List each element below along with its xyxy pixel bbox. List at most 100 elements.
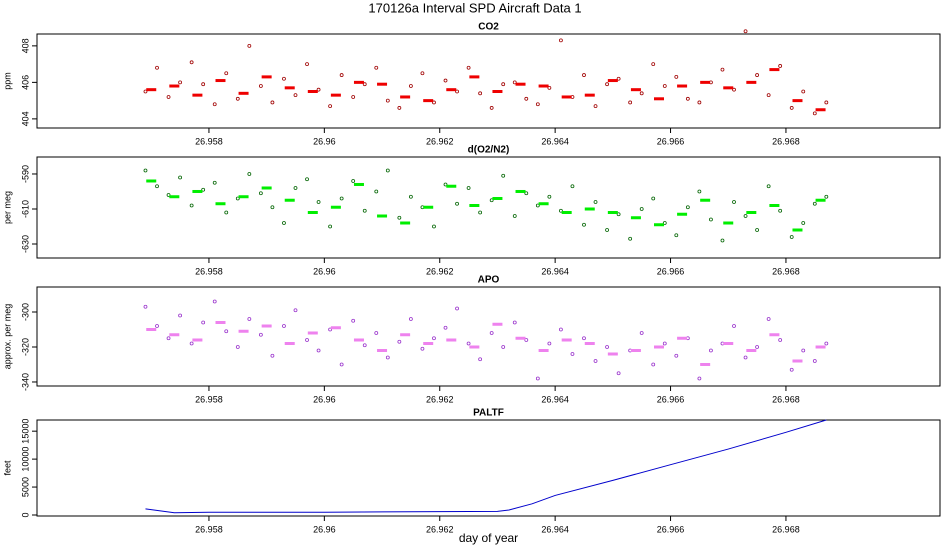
sample-point: [362, 82, 367, 87]
sample-point: [282, 221, 286, 225]
sample-point: [766, 184, 771, 189]
sample-point: [385, 355, 390, 360]
sample-point: [155, 65, 159, 70]
sample-point: [778, 208, 783, 213]
x-tick-label: 26.962: [426, 136, 454, 146]
sample-point: [224, 71, 229, 76]
sample-point: [662, 341, 667, 346]
sample-point: [524, 96, 529, 101]
sample-point: [258, 84, 263, 88]
sample-point: [155, 324, 159, 328]
x-tick-label: 26.962: [426, 394, 454, 404]
plot-frame: [36, 286, 941, 387]
sample-point: [316, 200, 321, 204]
sample-point: [616, 371, 621, 376]
sample-point: [224, 210, 229, 215]
sample-point: [420, 71, 425, 76]
sample-point: [201, 320, 206, 325]
sample-point: [489, 198, 494, 203]
sample-point: [270, 353, 275, 358]
sample-point: [374, 65, 379, 70]
sample-point: [258, 191, 263, 196]
sample-point: [547, 341, 552, 346]
y-tick-label: -300: [20, 303, 30, 321]
y-tick-label: -340: [20, 373, 30, 391]
x-tick-label: 26.962: [426, 524, 454, 534]
x-tick-label: 26.966: [657, 136, 685, 146]
sample-point: [766, 317, 771, 321]
y-tick-label: 408: [20, 38, 30, 53]
y-tick-label: 15000: [20, 419, 30, 444]
x-tick-label: 26.966: [657, 524, 685, 534]
x-tick-label: 26.958: [195, 524, 223, 534]
x-tick-label: 26.96: [313, 394, 336, 404]
sample-point: [651, 362, 656, 367]
sample-point: [420, 346, 425, 351]
sample-point: [455, 89, 459, 94]
sample-point: [801, 221, 806, 225]
y-tick-label: 10000: [20, 447, 30, 472]
sample-point: [316, 87, 321, 92]
x-tick-label: 26.958: [195, 394, 223, 404]
sample-point: [501, 345, 506, 349]
sample-point: [639, 331, 644, 335]
sample-point: [235, 345, 240, 349]
sample-point: [178, 175, 182, 180]
x-tick-label: 26.964: [541, 266, 569, 276]
sample-point: [789, 367, 794, 372]
sample-point: [466, 341, 471, 346]
sample-point: [189, 341, 194, 346]
sample-point: [143, 89, 148, 94]
sample-point: [305, 177, 309, 182]
y-tick-label: 404: [20, 111, 30, 126]
sample-point: [397, 215, 402, 220]
sample-point: [155, 184, 159, 189]
sample-point: [824, 194, 829, 199]
sample-point: [812, 359, 817, 363]
sample-point: [651, 196, 656, 201]
sample-point: [316, 348, 321, 353]
sample-point: [628, 100, 633, 105]
sample-point: [432, 100, 436, 105]
x-tick-label: 26.96: [313, 524, 336, 534]
sample-point: [824, 100, 829, 105]
sample-point: [293, 93, 298, 98]
sample-point: [443, 182, 448, 187]
sample-point: [408, 84, 413, 88]
sample-point: [582, 73, 586, 77]
sample-point: [466, 65, 471, 70]
page-title: 170126a Interval SPD Aircraft Data 1: [368, 0, 581, 15]
sample-point: [166, 336, 171, 341]
sample-point: [328, 104, 333, 108]
sample-point: [743, 214, 748, 218]
x-tick-label: 26.964: [541, 136, 569, 146]
sample-point: [143, 304, 148, 309]
x-tick-label: 26.96: [313, 266, 336, 276]
sample-point: [143, 168, 148, 173]
sample-point: [397, 339, 402, 344]
x-tick-label: 26.962: [426, 266, 454, 276]
sample-point: [166, 193, 171, 197]
sample-point: [651, 62, 656, 67]
sample-point: [478, 210, 483, 215]
sample-point: [709, 348, 713, 353]
sample-point: [501, 82, 506, 87]
sample-point: [789, 235, 794, 239]
sample-point: [766, 93, 771, 98]
sample-point: [305, 338, 309, 342]
x-tick-label: 26.968: [772, 266, 800, 276]
y-tick-label: -320: [20, 338, 30, 356]
panel-title: APO: [478, 275, 500, 286]
sample-point: [812, 111, 817, 116]
x-tick-label: 26.968: [772, 136, 800, 146]
y-tick-label: 0: [20, 512, 30, 517]
sample-point: [432, 224, 436, 229]
sample-point: [593, 104, 598, 108]
sample-point: [685, 96, 690, 101]
sample-point: [512, 214, 517, 218]
sample-point: [247, 43, 252, 48]
sample-point: [212, 299, 217, 304]
y-axis-label: approx. per meg: [2, 304, 12, 370]
x-tick-label: 26.968: [772, 394, 800, 404]
